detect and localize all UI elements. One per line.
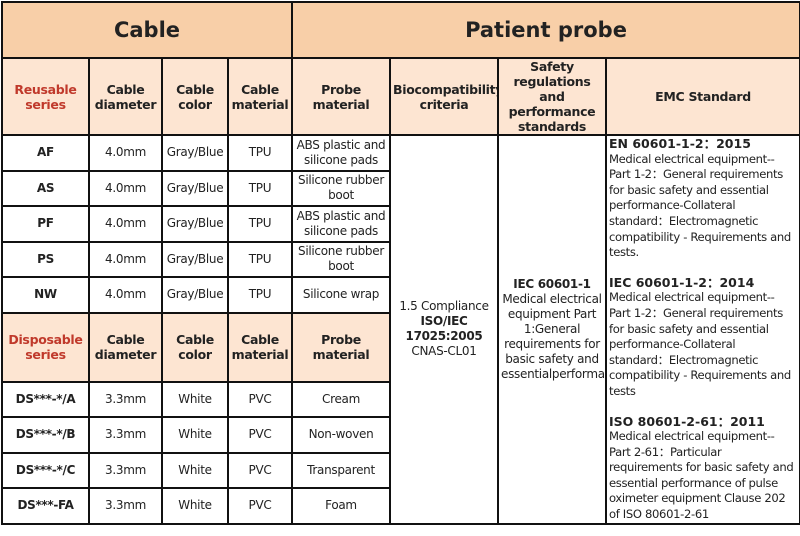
probe-material-header: Probe material bbox=[291, 57, 391, 136]
disposable-series-header: Disposable series bbox=[1, 311, 90, 383]
material-cell: TPU bbox=[227, 276, 293, 314]
diameter-cell: 4.0mm bbox=[88, 205, 163, 243]
probe-cell: Foam bbox=[291, 487, 391, 525]
emc-block: EN 60601-1-2：2015 Medical electrical equ… bbox=[609, 136, 797, 261]
cable-material-header: Cable material bbox=[227, 57, 293, 136]
material-cell: TPU bbox=[227, 205, 293, 243]
diameter-cell: 3.3mm bbox=[88, 487, 163, 525]
material-cell: TPU bbox=[227, 134, 293, 172]
probe-cell: Silicone rubber boot bbox=[291, 169, 391, 208]
diameter-cell: 3.3mm bbox=[88, 451, 163, 490]
color-cell: White bbox=[161, 451, 229, 490]
probe-cell: Non-woven bbox=[291, 416, 391, 454]
emc-block: IEC 60601-1-2：2014 Medical electrical eq… bbox=[609, 275, 797, 400]
table-row: DS***-*/C 3.3mm White PVC Transparent bbox=[1, 451, 800, 490]
diameter-cell: 4.0mm bbox=[88, 276, 163, 314]
biocompat-standard: ISO/IEC 17025:2005 bbox=[405, 314, 483, 344]
material-cell: PVC bbox=[227, 380, 293, 419]
material-cell: PVC bbox=[227, 416, 293, 454]
color-cell: Gray/Blue bbox=[161, 276, 229, 314]
color-cell: Gray/Blue bbox=[161, 205, 229, 243]
material-cell: PVC bbox=[227, 451, 293, 490]
probe-cell: Silicone wrap bbox=[291, 276, 391, 314]
biocompat-line1: 1.5 Compliance bbox=[399, 299, 489, 314]
table-row: AS 4.0mm Gray/Blue TPU Silicone rubber b… bbox=[1, 169, 800, 208]
safety-standard: IEC 60601-1 bbox=[513, 276, 591, 291]
series-cell: DS***-*/A bbox=[1, 380, 90, 419]
table-row: DS***-*/B 3.3mm White PVC Non-woven bbox=[1, 416, 800, 454]
emc-text: Medical electrical equipment-- Part 1-2：… bbox=[609, 151, 791, 260]
safety-text: Medical electrical equipment Part 1:Gene… bbox=[501, 291, 605, 381]
cable-diameter-header: Cable diameter bbox=[88, 57, 163, 136]
emc-block: ISO 80601-2-61：2011 Medical electrical e… bbox=[609, 413, 797, 522]
biocompatibility-cell: 1.5 Compliance ISO/IEC 17025:2005 CNAS-C… bbox=[389, 134, 499, 525]
column-header-row: Reusable series Cable diameter Cable col… bbox=[1, 57, 800, 136]
color-cell: White bbox=[161, 416, 229, 454]
color-cell: Gray/Blue bbox=[161, 240, 229, 279]
series-cell: DS***-*/B bbox=[1, 416, 90, 454]
emc-text: Medical electrical equipment-- Part 2-61… bbox=[609, 429, 794, 522]
table-row: PS 4.0mm Gray/Blue TPU Silicone rubber b… bbox=[1, 240, 800, 279]
emc-header: EMC Standard bbox=[605, 57, 800, 136]
cable-color-header: Cable color bbox=[161, 311, 229, 383]
series-cell: PS bbox=[1, 240, 90, 279]
probe-cell: ABS plastic and silicone pads bbox=[291, 205, 391, 243]
table-row: NW 4.0mm Gray/Blue TPU Silicone wrap bbox=[1, 276, 800, 314]
probe-cell: ABS plastic and silicone pads bbox=[291, 134, 391, 172]
probe-cell: Cream bbox=[291, 380, 391, 419]
diameter-cell: 3.3mm bbox=[88, 380, 163, 419]
table-row: AF 4.0mm Gray/Blue TPU ABS plastic and s… bbox=[1, 134, 800, 525]
safety-cell: IEC 60601-1 Medical electrical equipment… bbox=[497, 134, 607, 525]
color-cell: Gray/Blue bbox=[161, 134, 229, 172]
cable-color-header: Cable color bbox=[161, 57, 229, 136]
series-cell: DS***-*/C bbox=[1, 451, 90, 490]
biocompatibility-header: Biocompatibility criteria bbox=[389, 57, 499, 136]
emc-title: ISO 80601-2-61：2011 bbox=[609, 413, 765, 429]
diameter-cell: 4.0mm bbox=[88, 134, 163, 172]
cable-material-header: Cable material bbox=[227, 311, 293, 383]
series-cell: DS***-FA bbox=[1, 487, 90, 525]
cable-diameter-header: Cable diameter bbox=[88, 311, 163, 383]
color-cell: White bbox=[161, 487, 229, 525]
series-cell: PF bbox=[1, 205, 90, 243]
cable-group-header: Cable bbox=[1, 1, 293, 59]
emc-text: Medical electrical equipment-- Part 1-2：… bbox=[609, 290, 791, 398]
patient-probe-group-header: Patient probe bbox=[291, 1, 800, 59]
probe-cell: Silicone rubber boot bbox=[291, 240, 391, 279]
emc-title: IEC 60601-1-2：2014 bbox=[609, 274, 755, 290]
probe-material-header: Probe material bbox=[291, 311, 391, 383]
material-cell: TPU bbox=[227, 240, 293, 279]
emc-title: EN 60601-1-2：2015 bbox=[609, 136, 751, 151]
table-row: DS***-FA 3.3mm White PVC Foam bbox=[1, 487, 800, 525]
table-row: DS***-*/A 3.3mm White PVC Cream bbox=[1, 380, 800, 419]
table-row: PF 4.0mm Gray/Blue TPU ABS plastic and s… bbox=[1, 205, 800, 243]
color-cell: Gray/Blue bbox=[161, 169, 229, 208]
diameter-cell: 4.0mm bbox=[88, 240, 163, 279]
reusable-series-header: Reusable series bbox=[1, 57, 90, 136]
safety-header: Safety regulations and performance stand… bbox=[497, 57, 607, 136]
spec-table: Cable Patient probe Reusable series Cabl… bbox=[1, 1, 800, 525]
series-cell: AS bbox=[1, 169, 90, 208]
material-cell: TPU bbox=[227, 169, 293, 208]
emc-cell: EN 60601-1-2：2015 Medical electrical equ… bbox=[605, 134, 800, 525]
diameter-cell: 3.3mm bbox=[88, 416, 163, 454]
diameter-cell: 4.0mm bbox=[88, 169, 163, 208]
color-cell: White bbox=[161, 380, 229, 419]
material-cell: PVC bbox=[227, 487, 293, 525]
biocompat-line3: CNAS-CL01 bbox=[411, 344, 477, 359]
group-header-row: Cable Patient probe bbox=[1, 1, 800, 59]
series-cell: AF bbox=[1, 134, 90, 172]
series-cell: NW bbox=[1, 276, 90, 314]
probe-cell: Transparent bbox=[291, 451, 391, 490]
disposable-header-row: Disposable series Cable diameter Cable c… bbox=[1, 311, 800, 383]
